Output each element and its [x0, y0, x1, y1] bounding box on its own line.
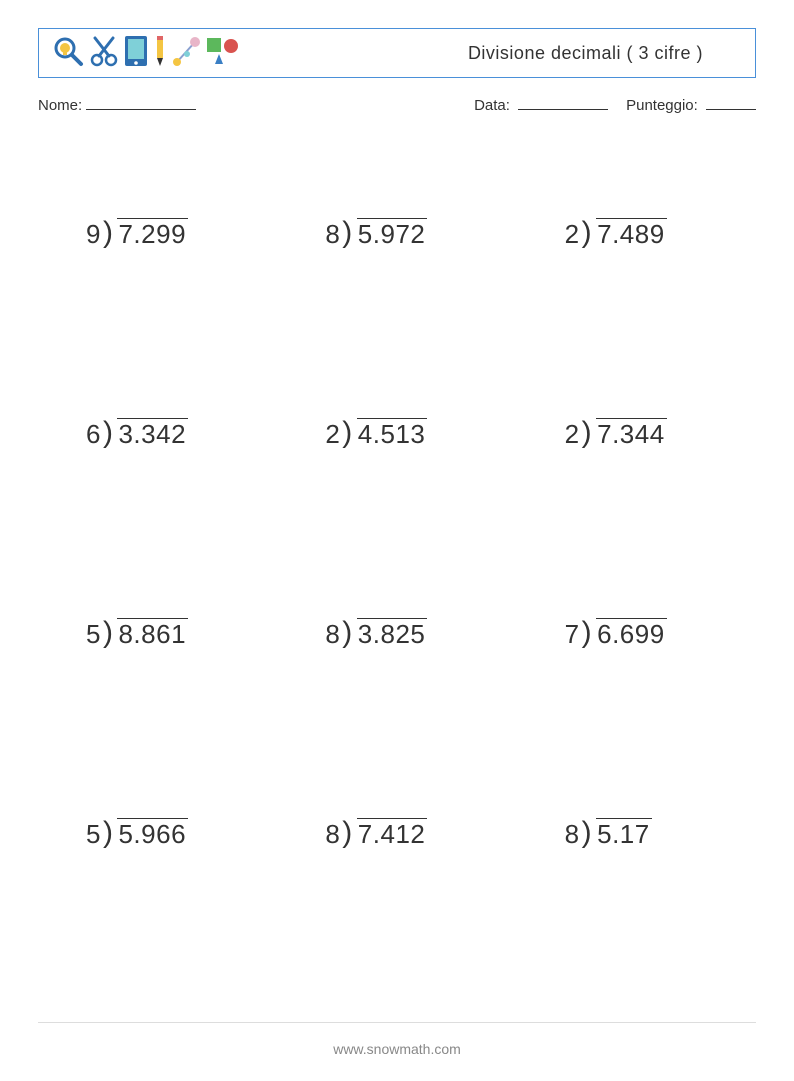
- division-bracket: ): [103, 818, 118, 848]
- dividend: 3.825: [357, 618, 428, 650]
- divisor: 9: [86, 219, 103, 250]
- divisor: 8: [565, 819, 582, 850]
- division-problem: 5)5.966: [38, 818, 277, 850]
- division-problem: 8)5.17: [517, 818, 756, 850]
- dividend: 7.299: [117, 218, 188, 250]
- header-bar: Divisione decimali ( 3 cifre ): [38, 28, 756, 78]
- division-problem: 2)4.513: [277, 418, 516, 450]
- division-problem: 8)5.972: [277, 218, 516, 250]
- dividend: 8.861: [117, 618, 188, 650]
- division-bracket: ): [342, 418, 357, 448]
- divisor: 5: [86, 619, 103, 650]
- divisor: 8: [325, 619, 342, 650]
- dividend: 5.972: [357, 218, 428, 250]
- dividend: 7.412: [357, 818, 428, 850]
- division-problem: 9)7.299: [38, 218, 277, 250]
- division-problem: 8)7.412: [277, 818, 516, 850]
- scissors-icon: [89, 34, 119, 73]
- divisor: 2: [565, 419, 582, 450]
- division-problem: 5)8.861: [38, 618, 277, 650]
- division-bracket: ): [342, 618, 357, 648]
- divisor: 7: [565, 619, 582, 650]
- header-icon-cluster: [51, 34, 241, 73]
- dividend: 5.17: [596, 818, 652, 850]
- punteggio-label: Punteggio:: [626, 97, 698, 114]
- meta-data: Data:: [474, 96, 608, 114]
- divisor: 6: [86, 419, 103, 450]
- division-problem: 2)7.489: [517, 218, 756, 250]
- tablet-icon: [123, 34, 149, 73]
- nome-blank[interactable]: [86, 96, 196, 110]
- dividend: 7.344: [596, 418, 667, 450]
- division-bracket: ): [582, 618, 597, 648]
- divisor: 2: [565, 219, 582, 250]
- meta-row: Nome: Data: Punteggio:: [38, 96, 756, 114]
- division-problem: 6)3.342: [38, 418, 277, 450]
- meta-punteggio: Punteggio:: [626, 96, 756, 114]
- dividend: 6.699: [596, 618, 667, 650]
- division-problem: 7)6.699: [517, 618, 756, 650]
- division-bracket: ): [103, 418, 118, 448]
- division-bracket: ): [582, 418, 597, 448]
- shapes-icon: [205, 34, 241, 73]
- problems-grid: 9)7.299 8)5.972 2)7.489 6)3.342 2)4.513 …: [38, 134, 756, 934]
- wand-icon: [171, 34, 201, 73]
- punteggio-blank[interactable]: [706, 96, 756, 110]
- dividend: 5.966: [117, 818, 188, 850]
- worksheet-title: Divisione decimali ( 3 cifre ): [468, 43, 743, 64]
- dividend: 7.489: [596, 218, 667, 250]
- divisor: 5: [86, 819, 103, 850]
- division-bracket: ): [103, 618, 118, 648]
- dividend: 3.342: [117, 418, 188, 450]
- division-problem: 2)7.344: [517, 418, 756, 450]
- data-label: Data:: [474, 97, 510, 114]
- divisor: 8: [325, 219, 342, 250]
- magnifier-icon: [51, 34, 85, 73]
- division-bracket: ): [582, 218, 597, 248]
- pencil-icon: [153, 34, 167, 73]
- division-bracket: ): [103, 218, 118, 248]
- divisor: 2: [325, 419, 342, 450]
- division-bracket: ): [582, 818, 597, 848]
- footer-text: www.snowmath.com: [333, 1041, 461, 1057]
- dividend: 4.513: [357, 418, 428, 450]
- division-problem: 8)3.825: [277, 618, 516, 650]
- division-bracket: ): [342, 818, 357, 848]
- meta-nome: Nome:: [38, 96, 474, 114]
- division-bracket: ): [342, 218, 357, 248]
- footer: www.snowmath.com: [38, 1022, 756, 1081]
- divisor: 8: [325, 819, 342, 850]
- nome-label: Nome:: [38, 97, 82, 114]
- data-blank[interactable]: [518, 96, 608, 110]
